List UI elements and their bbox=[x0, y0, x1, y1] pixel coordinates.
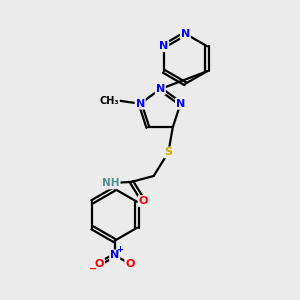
Text: CH₃: CH₃ bbox=[99, 96, 119, 106]
Text: −: − bbox=[89, 264, 98, 274]
Text: S: S bbox=[164, 147, 172, 158]
Text: N: N bbox=[159, 41, 168, 51]
Text: H: H bbox=[102, 178, 111, 188]
Text: +: + bbox=[116, 245, 123, 254]
Text: N: N bbox=[156, 84, 165, 94]
Text: N: N bbox=[176, 99, 185, 109]
Text: N: N bbox=[110, 250, 119, 260]
Text: N: N bbox=[136, 99, 145, 109]
Text: NH: NH bbox=[102, 178, 120, 188]
Text: N: N bbox=[181, 29, 190, 39]
Text: N: N bbox=[102, 178, 111, 188]
Text: O: O bbox=[139, 196, 148, 206]
Text: O: O bbox=[125, 259, 135, 269]
Text: O: O bbox=[95, 259, 104, 269]
